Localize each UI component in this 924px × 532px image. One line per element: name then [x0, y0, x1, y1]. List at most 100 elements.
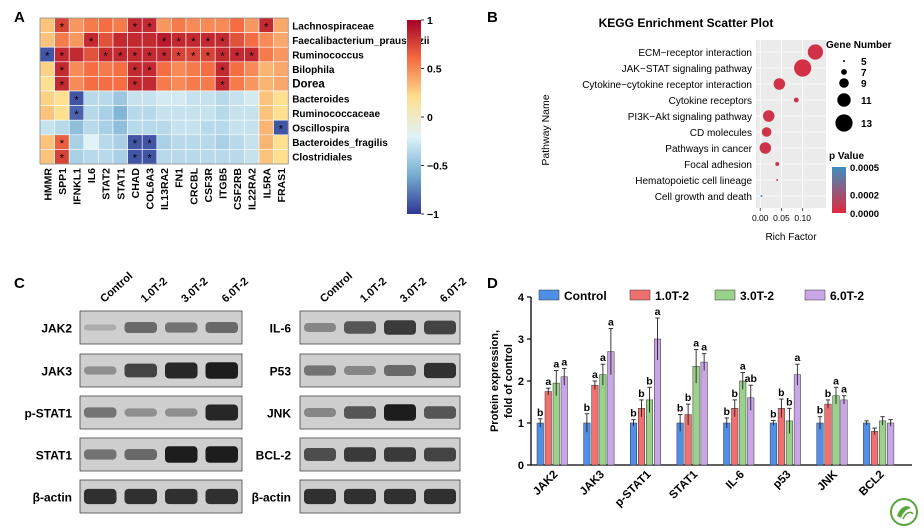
x-tick-label: 0.10 [794, 213, 811, 223]
bar [769, 422, 777, 466]
significance-star: * [220, 80, 225, 92]
heatmap-cell [200, 149, 216, 165]
blot-band [344, 406, 376, 419]
heatmap-cell [83, 119, 99, 136]
heatmap-cell [171, 90, 187, 106]
heatmap-cell [112, 32, 128, 48]
category-label: p-STAT1 [613, 468, 654, 509]
protein-label: JAK3 [41, 365, 72, 379]
heatmap-cell [273, 134, 289, 150]
heatmap-cell [39, 134, 55, 150]
significance-star: * [60, 138, 65, 150]
heatmap-cell [68, 134, 85, 150]
significance-letter: b [778, 387, 784, 399]
scatter-point [794, 59, 812, 77]
heatmap-row-label: Bilophila [292, 65, 335, 76]
heatmap-cell [214, 90, 231, 106]
protein-label: p-STAT1 [24, 407, 72, 421]
significance-star: * [74, 94, 79, 106]
heatmap-cell [200, 119, 216, 136]
pvalue-colorbar [832, 167, 846, 213]
bar [863, 422, 871, 466]
legend-label: 1.0T-2 [655, 289, 689, 303]
bar [879, 420, 887, 466]
heatmap-cell [127, 32, 143, 48]
heatmap-cell [39, 76, 55, 92]
y-axis-label: Protein expression, [489, 330, 501, 432]
legend-swatch [714, 289, 736, 301]
heatmap-column-label: SPP1 [57, 168, 69, 195]
category-label: JNK [815, 468, 840, 493]
scatter-point [776, 179, 779, 181]
heatmap-row-label: Faecalibacterium_prausnitzii [292, 36, 429, 47]
protein-label: JAK2 [41, 322, 72, 336]
heatmap-cell [83, 149, 99, 165]
heatmap-cell [98, 61, 114, 77]
heatmap-cell [156, 17, 172, 33]
heatmap-cell [156, 61, 172, 77]
significance-letter: b [817, 405, 823, 417]
panel-b-kegg-scatter: B KEGG Enrichment Scatter Plot ECM−recept… [487, 9, 892, 243]
heatmap-cell [258, 61, 274, 77]
heatmap-cell [200, 105, 216, 121]
blot-band [124, 449, 157, 460]
heatmap-column-label: IL22RA2 [247, 168, 259, 210]
panel-c-western-blots: C Control 1.0T-2 3.0T-2 6.0T-2JAK2JAK3p-STA… [14, 270, 469, 514]
heatmap-cell [273, 105, 289, 121]
bar [591, 384, 599, 466]
significance-star: * [147, 65, 152, 77]
heatmap-cell [112, 61, 128, 77]
heatmap-row-label: Ruminococcaceae [292, 109, 380, 120]
heatmap-column-label: FN1 [174, 168, 186, 188]
scatter-point [807, 44, 824, 60]
significance-star: * [60, 65, 65, 77]
blot-band [424, 320, 456, 335]
heatmap-cell [156, 134, 172, 150]
significance-star: * [74, 109, 79, 121]
heatmap-cell [68, 17, 85, 33]
significance-star: * [220, 51, 225, 63]
heatmap-cell [98, 119, 114, 136]
significance-letter: a [608, 317, 614, 329]
significance-star: * [206, 51, 211, 63]
heatmap-cell [200, 90, 216, 106]
pathway-label: Hematopoietic cell lineage [635, 176, 752, 187]
heatmap-cell [127, 90, 143, 106]
significance-star: * [264, 21, 269, 33]
pvalue-tick-label: 0.0002 [850, 191, 879, 202]
blot-band [424, 362, 456, 379]
heatmap-cell [185, 149, 201, 165]
pathway-label: Focal adhesion [684, 160, 752, 171]
heatmap-cell [112, 90, 128, 106]
heatmap-cell [185, 119, 201, 136]
blot-band [84, 324, 117, 331]
pathway-label: Cytokine−cytokine receptor interaction [582, 80, 752, 91]
heatmap-column-label: STAT1 [115, 168, 127, 200]
heatmap-column-label: CHAD [130, 168, 142, 199]
blot-band [384, 404, 416, 421]
lane-label: Control [98, 270, 135, 305]
heatmap-cell [244, 134, 260, 150]
bar [599, 374, 607, 466]
significance-letter: a [794, 352, 800, 364]
significance-star: * [89, 36, 94, 48]
significance-letter: a [693, 338, 699, 350]
colorbar-tick-label: 1 [427, 15, 433, 27]
significance-letter: b [630, 408, 636, 420]
heatmap-cell [244, 17, 260, 33]
significance-star: * [220, 36, 225, 48]
heatmap-cell [68, 76, 85, 92]
heatmap-cell [98, 90, 114, 106]
heatmap-cell [68, 32, 85, 48]
significance-letter: a [592, 369, 598, 381]
heatmap-cell [229, 134, 245, 150]
legend-label: 6.0T-2 [830, 289, 864, 303]
heatmap-column-label: IL13RA2 [159, 168, 171, 210]
blot-band [165, 362, 198, 379]
heatmap-cell [171, 61, 187, 77]
y-axis-label: fold of control [503, 344, 515, 418]
size-legend-title: Gene Number [826, 40, 892, 51]
significance-letter: b [537, 407, 543, 419]
significance-letter: b [685, 392, 691, 404]
significance-star: * [147, 153, 152, 165]
